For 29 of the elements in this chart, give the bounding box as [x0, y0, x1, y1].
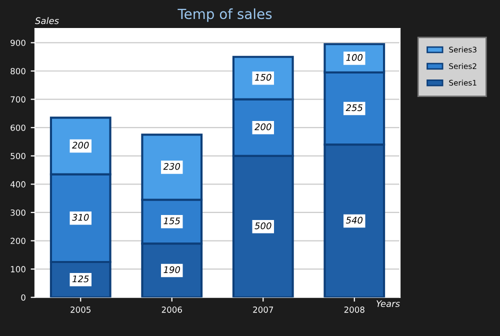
data-label: 100: [346, 54, 363, 61]
data-label: 125: [72, 275, 89, 282]
chart-title: Temp of sales: [178, 8, 272, 22]
y-tick-label: 400: [10, 181, 26, 188]
y-tick-label: 900: [10, 40, 26, 46]
y-tick-label: 100: [10, 266, 26, 272]
data-label: 150: [254, 74, 272, 81]
x-tick-label: 2005: [70, 306, 90, 313]
data-label: 200: [254, 123, 272, 130]
x-tick-label: 2007: [253, 306, 274, 313]
data-label: 255: [346, 104, 362, 112]
data-label: 200: [72, 142, 89, 149]
y-tick-label: 500: [10, 152, 26, 160]
data-label: 500: [254, 222, 272, 230]
data-label: 155: [164, 218, 180, 224]
x-tick-label: 2008: [344, 306, 364, 313]
y-tick-label: 200: [10, 238, 26, 244]
data-label: 190: [164, 266, 180, 274]
y-tick-label: 800: [10, 68, 26, 74]
y-tick-label: 300: [10, 209, 26, 216]
data-label: 230: [163, 162, 180, 170]
y-tick-label: 700: [10, 96, 26, 103]
y-axis-title: Sales: [35, 17, 59, 24]
data-label: 540: [346, 216, 363, 224]
y-tick-label: 0: [21, 294, 26, 301]
x-axis-title: Years: [376, 300, 400, 308]
x-tick-label: 2006: [162, 306, 182, 313]
y-tick-label: 600: [10, 124, 26, 131]
data-label: 310: [72, 214, 89, 221]
